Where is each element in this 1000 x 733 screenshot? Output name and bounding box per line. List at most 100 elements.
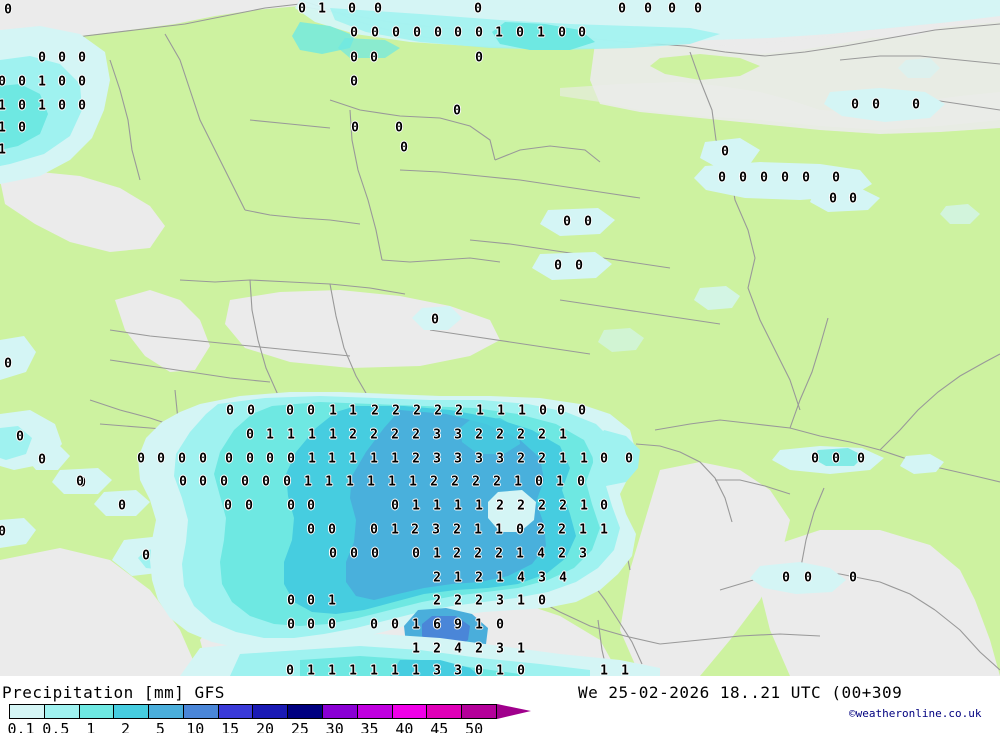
precip-value: 2 (371, 403, 379, 419)
precip-value: 0 (78, 50, 86, 66)
precip-value: 0 (266, 451, 274, 467)
precip-value: 2 (475, 427, 483, 443)
colorbar-swatch-45[interactable] (427, 705, 463, 718)
colorbar-swatch-2[interactable] (114, 705, 150, 718)
precip-value: 0 (718, 170, 726, 186)
precip-value: 0 (454, 25, 462, 41)
precip-value: 9 (454, 617, 462, 633)
precip-value: 0 (0, 524, 6, 540)
colorbar-swatch-50[interactable] (462, 705, 496, 718)
precip-value: 0 (0, 74, 6, 90)
precip-value: 1 (349, 451, 357, 467)
precip-value: 2 (370, 427, 378, 443)
precip-value: 2 (472, 474, 480, 490)
precip-value: 2 (538, 498, 546, 514)
colorbar-tick-2: 2 (121, 720, 131, 733)
precip-value: 2 (558, 546, 566, 562)
map-footer: Precipitation [mm] GFS We 25-02-2026 18.… (0, 676, 1000, 733)
colorbar-tick-40: 40 (395, 720, 414, 733)
colorbar-tick-0.1: 0.1 (7, 720, 35, 733)
precip-value: 0 (539, 403, 547, 419)
colorbar-tick-10: 10 (186, 720, 205, 733)
precip-value: 0 (350, 74, 358, 90)
precip-value: 0 (199, 451, 207, 467)
precip-value: 0 (307, 498, 315, 514)
precip-value: 2 (475, 641, 483, 657)
precip-value: 0 (575, 258, 583, 274)
precip-value: 0 (578, 403, 586, 419)
precipitation-colorbar[interactable] (9, 704, 497, 719)
colorbar-swatch-40[interactable] (392, 705, 428, 718)
precip-value: 0 (328, 522, 336, 538)
precip-value: 1 (370, 663, 378, 677)
precip-value: 0 (38, 50, 46, 66)
precip-value: 1 (329, 427, 337, 443)
colorbar-swatch-0.1[interactable] (10, 705, 45, 718)
precip-value: 0 (721, 144, 729, 160)
precip-value: 2 (538, 451, 546, 467)
precip-value: 0 (287, 498, 295, 514)
precip-value: 0 (298, 1, 306, 17)
colorbar-swatch-15[interactable] (218, 705, 254, 718)
colorbar-swatch-25[interactable] (288, 705, 324, 718)
precip-value: 0 (307, 403, 315, 419)
precip-value: 2 (411, 522, 419, 538)
precip-value: 3 (433, 427, 441, 443)
precip-value: 0 (578, 25, 586, 41)
precip-value: 1 (412, 641, 420, 657)
precip-value: 0 (224, 498, 232, 514)
colorbar-tick-1: 1 (86, 720, 96, 733)
legend-title: Precipitation [mm] GFS (2, 683, 225, 702)
colorbar-swatch-20[interactable] (253, 705, 289, 718)
precip-value: 0 (371, 25, 379, 41)
precip-value: 1 (308, 427, 316, 443)
precip-value: 0 (849, 191, 857, 207)
precip-value: 0 (832, 170, 840, 186)
precip-value: 1 (580, 451, 588, 467)
precip-value: 0 (600, 498, 608, 514)
precip-value: 2 (391, 427, 399, 443)
precip-value: 1 (496, 663, 504, 677)
colorbar-swatch-1[interactable] (79, 705, 115, 718)
precip-value: 0 (18, 120, 26, 136)
precip-value: 0 (395, 120, 403, 136)
precip-value: 0 (329, 546, 337, 562)
precip-value: 4 (517, 570, 525, 586)
colorbar-tick-50: 50 (465, 720, 484, 733)
colorbar-swatch-30[interactable] (323, 705, 358, 718)
precip-value: 0 (18, 74, 26, 90)
precip-value: 0 (307, 617, 315, 633)
precip-value: 1 (38, 74, 46, 90)
precip-value: 2 (433, 570, 441, 586)
colorbar-swatch-5[interactable] (149, 705, 184, 718)
precip-value: 2 (454, 593, 462, 609)
colorbar-swatch-10[interactable] (183, 705, 219, 718)
precip-value: 0 (453, 103, 461, 119)
precip-value: 0 (517, 663, 525, 677)
precip-value: 2 (517, 498, 525, 514)
precip-value: 2 (433, 641, 441, 657)
colorbar-swatch-0.5[interactable] (44, 705, 80, 718)
precip-value: 1 (412, 663, 420, 677)
precip-value: 0 (872, 97, 880, 113)
precip-value: 0 (802, 170, 810, 186)
precip-value: 0 (370, 617, 378, 633)
precip-value: 0 (118, 498, 126, 514)
precip-value: 1 (517, 593, 525, 609)
precip-eye (488, 490, 536, 532)
precip-value: 1 (412, 498, 420, 514)
precip-value: 2 (455, 403, 463, 419)
colorbar-swatch-35[interactable] (357, 705, 393, 718)
precip-value: 0 (370, 522, 378, 538)
precip-value: 1 (556, 474, 564, 490)
colorbar-tick-labels: 0.1 0.5 1 2 5 10 15 20 25 30 35 40 45 50 (0, 720, 560, 733)
precip-value: 3 (432, 522, 440, 538)
precip-value: 0 (625, 451, 633, 467)
precip-value: 2 (559, 498, 567, 514)
precip-value: 1 (391, 522, 399, 538)
precip-value: 1 (537, 25, 545, 41)
precip-value: 0 (287, 593, 295, 609)
precip-value: 0 (371, 546, 379, 562)
